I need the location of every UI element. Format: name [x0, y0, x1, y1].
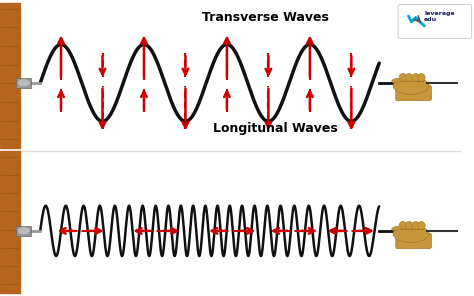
Ellipse shape	[418, 221, 425, 230]
Ellipse shape	[392, 226, 402, 231]
Ellipse shape	[392, 78, 402, 83]
Ellipse shape	[399, 221, 407, 230]
Ellipse shape	[405, 221, 413, 230]
Bar	[16, 226, 31, 236]
FancyBboxPatch shape	[396, 85, 431, 101]
Ellipse shape	[393, 77, 428, 94]
Bar	[0, 3, 20, 148]
Circle shape	[17, 227, 30, 235]
Text: Longitunal Waves: Longitunal Waves	[212, 122, 337, 135]
Text: leverage: leverage	[424, 11, 455, 16]
FancyBboxPatch shape	[396, 233, 431, 249]
Text: Transverse Waves: Transverse Waves	[202, 11, 329, 24]
Bar	[16, 78, 31, 88]
Ellipse shape	[418, 73, 425, 82]
Text: edu: edu	[424, 17, 438, 22]
Ellipse shape	[405, 73, 413, 82]
Ellipse shape	[412, 73, 419, 82]
Circle shape	[17, 79, 30, 87]
Ellipse shape	[412, 221, 419, 230]
Ellipse shape	[399, 73, 407, 82]
Bar	[0, 151, 20, 293]
Ellipse shape	[393, 225, 428, 242]
FancyBboxPatch shape	[398, 4, 472, 38]
